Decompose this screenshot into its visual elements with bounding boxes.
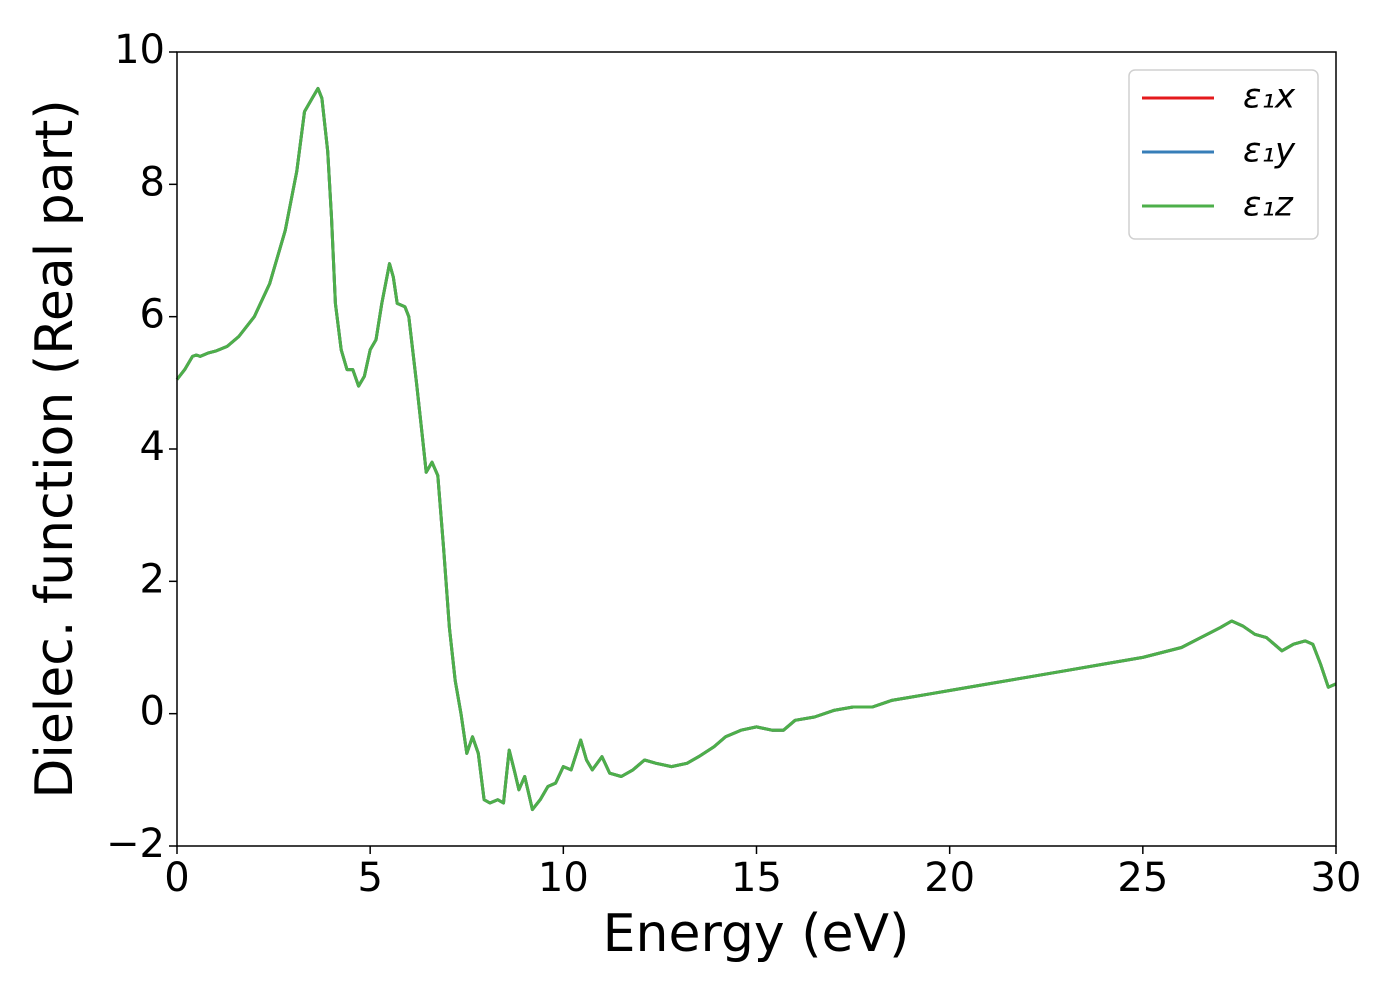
- y-tick-label: −2: [106, 821, 165, 867]
- y-tick-label: 2: [140, 556, 165, 602]
- y-tick-label: 0: [140, 689, 165, 735]
- x-tick-label: 30: [1311, 855, 1362, 901]
- x-tick-label: 5: [357, 855, 382, 901]
- x-tick-label: 15: [731, 855, 782, 901]
- legend-label: ε₁z: [1243, 185, 1294, 225]
- x-tick-label: 10: [538, 855, 589, 901]
- series-line: [175, 86, 1337, 812]
- x-axis-label: Energy (eV): [603, 904, 910, 964]
- y-axis-label: Dielec. function (Real part): [25, 99, 85, 798]
- y-tick-label: 4: [140, 424, 165, 470]
- y-tick-label: 10: [114, 27, 165, 73]
- legend-label: ε₁x: [1243, 77, 1296, 117]
- x-tick-label: 20: [924, 855, 975, 901]
- y-tick-label: 6: [140, 292, 165, 338]
- y-tick-label: 8: [140, 159, 165, 205]
- plot-frame: [176, 51, 1337, 847]
- legend-label: ε₁y: [1243, 131, 1296, 171]
- x-tick-label: 25: [1117, 855, 1168, 901]
- x-tick-label: 0: [164, 855, 189, 901]
- legend-box: [1128, 69, 1319, 240]
